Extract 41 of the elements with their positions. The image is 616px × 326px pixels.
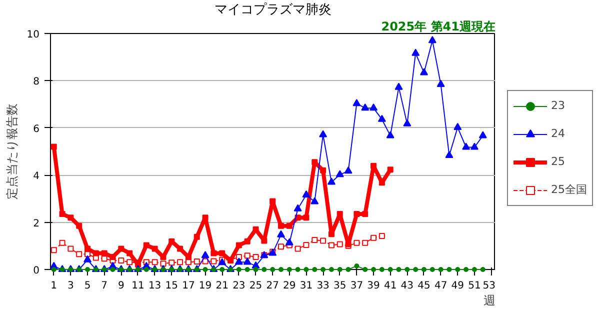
x-tick-label: 35 <box>334 280 346 292</box>
x-tick-label: 3 <box>68 280 74 292</box>
x-tick-label: 31 <box>300 280 313 292</box>
x-tick-label: 17 <box>182 280 195 292</box>
x-tick-label: 15 <box>165 280 178 292</box>
x-tick-label: 41 <box>384 280 397 292</box>
x-tick-label: 33 <box>316 280 330 292</box>
x-tick-label: 23 <box>232 280 246 292</box>
legend-label: 23 <box>551 99 566 112</box>
x-tick-label: 39 <box>367 280 380 292</box>
x-tick-label: 13 <box>148 280 162 292</box>
legend-label: 25全国 <box>551 182 587 197</box>
chart-subtitle: 2025年 第41週現在 <box>381 20 496 34</box>
x-tick-label: 19 <box>198 280 212 292</box>
chart-title: マイコプラズマ肺炎 <box>214 2 332 18</box>
legend-label: 24 <box>551 127 566 140</box>
y-tick-label: 8 <box>33 76 40 88</box>
x-tick-label: 51 <box>468 280 481 292</box>
y-tick-label: 6 <box>33 124 40 135</box>
x-tick-label: 9 <box>118 280 124 292</box>
x-tick-label: 45 <box>418 280 430 292</box>
x-tick-label: 11 <box>132 280 144 292</box>
y-tick-label: 0 <box>33 266 40 276</box>
y-tick-label: 4 <box>33 171 40 182</box>
x-tick-label: 53 <box>482 280 496 292</box>
x-tick-label: 7 <box>101 280 108 292</box>
x-tick-label: 21 <box>216 280 228 292</box>
x-tick-label: 29 <box>283 280 296 292</box>
x-tick-label: 47 <box>434 280 448 292</box>
y-axis-title: 定点当たり報告数 <box>4 104 19 200</box>
x-tick-label: 1 <box>50 280 58 292</box>
x-tick-label: 27 <box>266 280 279 292</box>
x-tick-label: 25 <box>249 280 262 292</box>
x-tick-label: 37 <box>350 280 364 292</box>
legend-label: 25 <box>551 155 566 168</box>
x-tick-label: 5 <box>84 280 91 292</box>
x-tick-label: 49 <box>451 280 464 292</box>
y-tick-label: 10 <box>26 30 40 40</box>
y-tick-label: 2 <box>33 218 40 230</box>
x-axis-title: 週 <box>484 294 496 308</box>
x-tick-label: 43 <box>400 280 414 292</box>
